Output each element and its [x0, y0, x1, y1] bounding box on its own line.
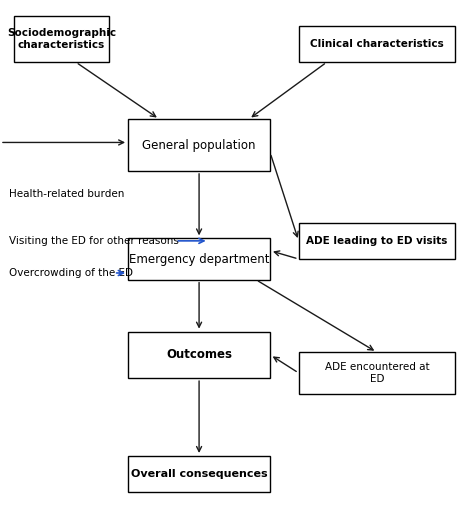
FancyBboxPatch shape [128, 119, 270, 171]
Text: Visiting the ED for other reasons: Visiting the ED for other reasons [9, 236, 179, 246]
Text: Outcomes: Outcomes [166, 348, 232, 362]
FancyBboxPatch shape [128, 238, 270, 280]
Text: Overall consequences: Overall consequences [131, 469, 267, 479]
Text: Health-related burden: Health-related burden [9, 189, 125, 199]
FancyBboxPatch shape [128, 332, 270, 378]
Text: ADE leading to ED visits: ADE leading to ED visits [306, 236, 447, 246]
FancyBboxPatch shape [128, 456, 270, 492]
FancyBboxPatch shape [299, 352, 455, 394]
Text: Clinical characteristics: Clinical characteristics [310, 39, 444, 49]
FancyBboxPatch shape [14, 16, 109, 62]
Text: Overcrowding of the ED: Overcrowding of the ED [9, 268, 134, 278]
Text: ADE encountered at
ED: ADE encountered at ED [325, 362, 429, 384]
Text: Sociodemographic
characteristics: Sociodemographic characteristics [7, 28, 116, 50]
Text: General population: General population [142, 138, 256, 152]
Text: Emergency department: Emergency department [129, 252, 269, 266]
FancyBboxPatch shape [299, 223, 455, 259]
FancyBboxPatch shape [299, 26, 455, 62]
